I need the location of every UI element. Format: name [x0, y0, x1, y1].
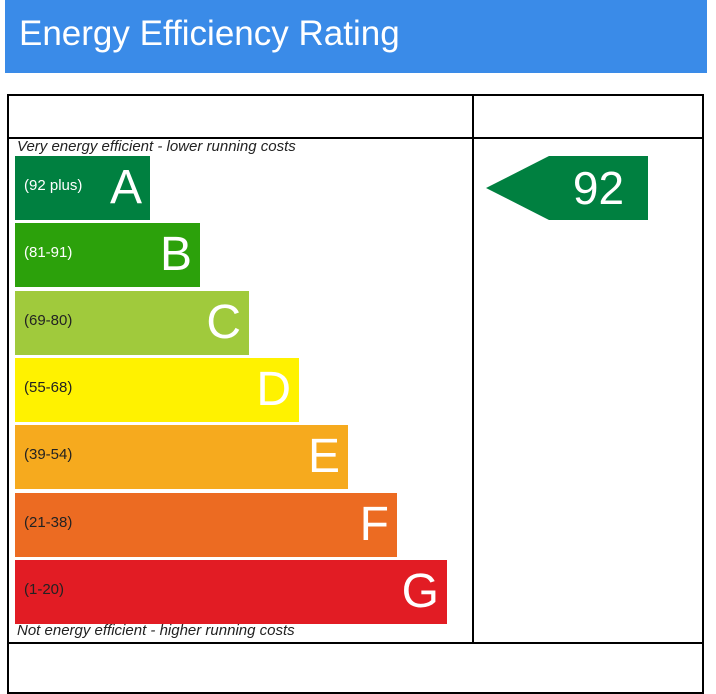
header-row-divider	[7, 137, 704, 139]
band-letter: A	[109, 161, 142, 214]
band-letter: B	[159, 228, 192, 281]
band-range-label: (81-91)	[24, 244, 73, 261]
band-letter: F	[359, 498, 389, 551]
band-range-label: (21-38)	[24, 514, 73, 531]
page-title: Energy Efficiency Rating	[19, 14, 400, 53]
band-range-label: (1-20)	[24, 581, 65, 598]
band-e: (39-54) E	[15, 425, 348, 489]
bottom-caption: Not energy efficient - higher running co…	[17, 622, 295, 639]
band-range-label: (39-54)	[24, 446, 73, 463]
current-rating-value: 92	[572, 162, 625, 214]
header-banner: Energy Efficiency Rating	[5, 0, 707, 73]
band-a: (92 plus) A	[15, 156, 150, 220]
band-letter: G	[401, 565, 439, 618]
band-letter: C	[206, 296, 241, 349]
band-c: (69-80) C	[15, 291, 249, 355]
band-letter: D	[256, 363, 291, 416]
band-letter: E	[307, 430, 340, 483]
band-f: (21-38) F	[15, 493, 397, 557]
band-d: (55-68) D	[15, 358, 299, 422]
top-caption: Very energy efficient - lower running co…	[17, 138, 296, 155]
column-divider	[472, 94, 474, 643]
current-rating-arrow	[486, 156, 648, 220]
band-range-label: (69-80)	[24, 312, 73, 329]
band-b: (81-91) B	[15, 223, 200, 287]
band-range-label: (55-68)	[24, 379, 73, 396]
band-g: (1-20) G	[15, 560, 447, 624]
footer-row-divider	[7, 642, 704, 644]
band-range-label: (92 plus)	[24, 177, 83, 194]
